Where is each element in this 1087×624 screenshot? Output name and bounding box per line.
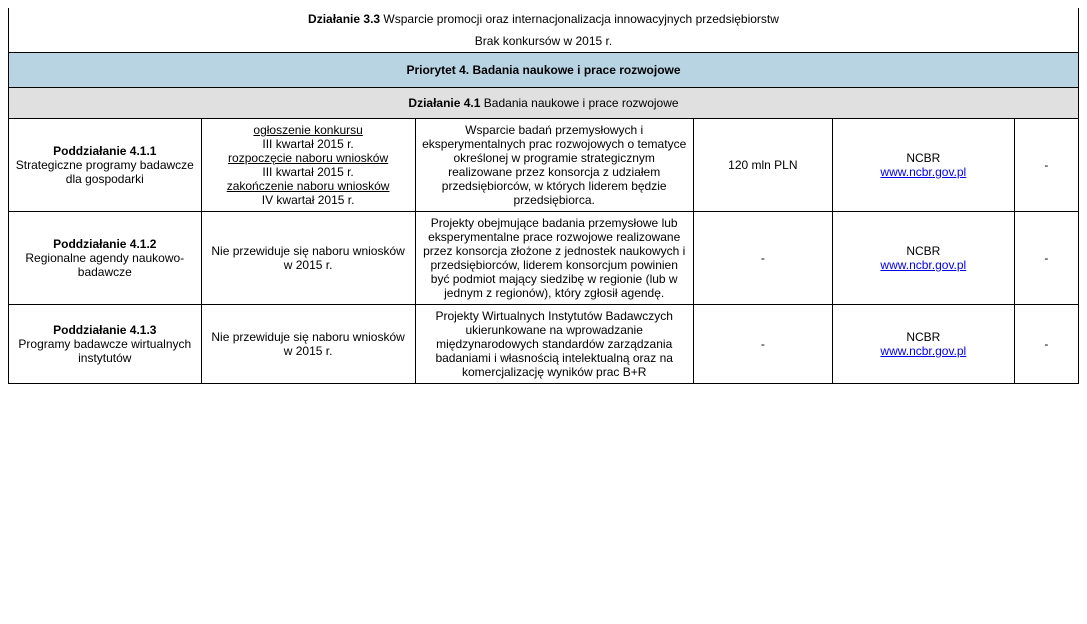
budget-cell: - — [693, 212, 832, 305]
section-33-header: Działanie 3.3 Wsparcie promocji oraz int… — [9, 8, 1079, 53]
subaction-title: Poddziałanie 4.1.3 — [15, 323, 195, 337]
subaction-desc: Regionalne agendy naukowo-badawcze — [15, 251, 195, 279]
description-cell: Wsparcie badań przemysłowych i eksperyme… — [415, 119, 693, 212]
institution-cell: NCBR www.ncbr.gov.pl — [832, 212, 1014, 305]
table-row: Poddziałanie 4.1.1 Strategiczne programy… — [9, 119, 1079, 212]
institution-cell: NCBR www.ncbr.gov.pl — [832, 305, 1014, 384]
institution-link[interactable]: www.ncbr.gov.pl — [880, 344, 966, 358]
institution-cell: NCBR www.ncbr.gov.pl — [832, 119, 1014, 212]
institution-link[interactable]: www.ncbr.gov.pl — [880, 165, 966, 179]
subaction-title: Poddziałanie 4.1.2 — [15, 237, 195, 251]
priority-4-header: Priorytet 4. Badania naukowe i prace roz… — [9, 53, 1079, 88]
priority-4-title: Priorytet 4. Badania naukowe i prace roz… — [9, 53, 1079, 88]
section-33-note: Brak konkursów w 2015 r. — [15, 34, 1072, 48]
subaction-desc: Programy badawcze wirtualnych instytutów — [15, 337, 195, 365]
table-row: Poddziałanie 4.1.3 Programy badawcze wir… — [9, 305, 1079, 384]
schedule-cell: ogłoszenie konkursu III kwartał 2015 r. … — [201, 119, 415, 212]
funding-table: Działanie 3.3 Wsparcie promocji oraz int… — [8, 8, 1079, 384]
subaction-title: Poddziałanie 4.1.1 — [15, 144, 195, 158]
last-cell: - — [1014, 119, 1078, 212]
schedule-cell: Nie przewiduje się naboru wniosków w 201… — [201, 212, 415, 305]
budget-cell: 120 mln PLN — [693, 119, 832, 212]
table-row: Poddziałanie 4.1.2 Regionalne agendy nau… — [9, 212, 1079, 305]
last-cell: - — [1014, 305, 1078, 384]
subaction-desc: Strategiczne programy badawcze dla gospo… — [15, 158, 195, 186]
budget-cell: - — [693, 305, 832, 384]
description-cell: Projekty obejmujące badania przemysłowe … — [415, 212, 693, 305]
institution-link[interactable]: www.ncbr.gov.pl — [880, 258, 966, 272]
action-41-title-rest: Badania naukowe i prace rozwojowe — [480, 96, 678, 110]
section-33-title-bold: Działanie 3.3 — [308, 12, 380, 26]
section-33-title-rest: Wsparcie promocji oraz internacjonalizac… — [380, 12, 779, 26]
schedule-cell: Nie przewiduje się naboru wniosków w 201… — [201, 305, 415, 384]
action-41-title-bold: Działanie 4.1 — [408, 96, 480, 110]
last-cell: - — [1014, 212, 1078, 305]
action-41-header: Działanie 4.1 Badania naukowe i prace ro… — [9, 88, 1079, 119]
description-cell: Projekty Wirtualnych Instytutów Badawczy… — [415, 305, 693, 384]
